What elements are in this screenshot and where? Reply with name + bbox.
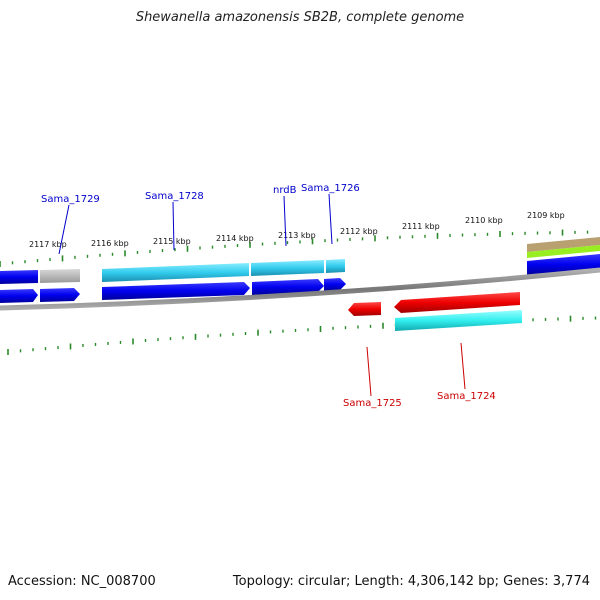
leader-sama-1726 [328,193,333,245]
cds-block-nrdb[interactable] [251,260,324,276]
gene-arrow-sama-1729[interactable] [40,288,80,302]
gene-arrow-sama-1726[interactable] [324,278,346,291]
leader-sama-1728 [172,201,175,251]
gene-arrow-nrdb[interactable] [252,279,324,295]
kbp-label-2116: 2116 kbp [91,239,129,248]
gene-label-sama-1729[interactable]: Sama_1729 [41,194,100,205]
accession-text: Accession: NC_008700 [8,574,156,589]
forward-gene-labels: Sama_1729 Sama_1728 nrdB Sama_1726 [41,183,360,205]
kbp-label-2109: 2109 kbp [527,211,565,220]
kbp-label-2111: 2111 kbp [402,222,440,231]
gene-label-sama-1726[interactable]: Sama_1726 [301,183,360,194]
gene-arrow-sama-1725[interactable] [348,302,381,316]
cds-block-sama-1726[interactable] [326,259,345,273]
leader-sama-1729 [58,204,70,255]
kbp-label-2110: 2110 kbp [465,216,503,225]
leader-sama-1725 [366,346,372,397]
genome-backbone-arc [0,267,600,311]
genome-stats-text: Topology: circular; Length: 4,306,142 bp… [232,574,590,589]
feature-block-tan[interactable] [527,237,600,252]
reverse-cds-track [395,310,522,331]
reverse-label-leaders [366,342,466,397]
gene-label-sama-1725[interactable]: Sama_1725 [343,398,402,409]
cds-block-sama-1724[interactable] [395,310,522,331]
kbp-label-2115: 2115 kbp [153,237,191,246]
gene-arrow-left-1[interactable] [0,289,38,303]
kbp-label-2112: 2112 kbp [340,227,378,236]
feature-block-green[interactable] [527,245,600,258]
kbp-label-2113: 2113 kbp [278,231,316,240]
gene-label-nrdb[interactable]: nrdB [273,185,297,196]
gene-label-sama-1724[interactable]: Sama_1724 [437,391,496,402]
leader-sama-1724 [460,342,466,390]
outer-tick-marks [0,229,589,267]
forward-label-leaders [58,193,333,255]
cds-block-sama-1728[interactable] [102,263,249,282]
gene-block-left[interactable] [0,270,38,284]
gene-arrow-sama-1728[interactable] [102,282,250,300]
leader-nrdb [283,195,287,247]
genome-title: Shewanella amazonensis SB2B, complete ge… [135,10,465,25]
kbp-label-2114: 2114 kbp [216,234,254,243]
reverse-gene-track [348,292,520,316]
forward-cds-track [0,237,600,284]
reverse-gene-labels: Sama_1725 Sama_1724 [343,391,496,409]
gene-arrow-sama-1724[interactable] [394,292,520,313]
gene-label-sama-1728[interactable]: Sama_1728 [145,191,204,202]
cds-block-grey[interactable] [40,269,80,283]
kbp-axis-labels: 2117 kbp 2116 kbp 2115 kbp 2114 kbp 2113… [29,211,565,249]
kbp-label-2117: 2117 kbp [29,240,67,249]
